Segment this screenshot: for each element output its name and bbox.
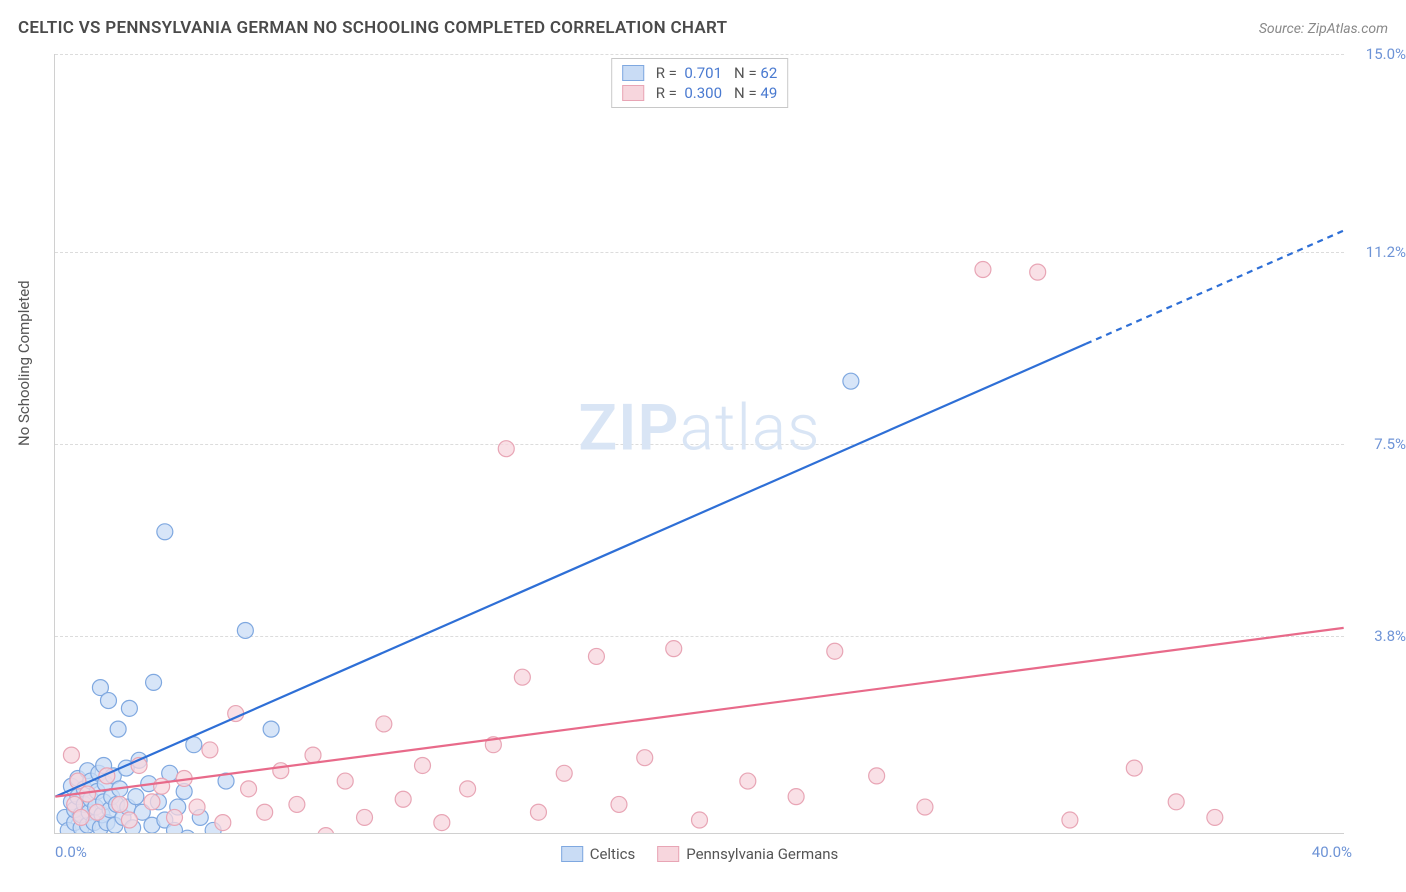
scatter-point	[257, 804, 273, 820]
legend-r-label: R = 0.300	[656, 84, 722, 102]
legend-stats-box: R = 0.701 N = 62 R = 0.300 N = 49	[611, 58, 789, 108]
legend-r-label: R = 0.701	[656, 64, 722, 82]
scatter-point	[289, 796, 305, 812]
legend-n-value: 49	[760, 84, 777, 102]
trend-line-dashed	[1086, 231, 1344, 344]
legend-label: Pennsylvania Germans	[686, 845, 838, 863]
scatter-point	[273, 763, 289, 779]
scatter-point	[530, 804, 546, 820]
scatter-point	[434, 815, 450, 831]
x-tick-label: 0.0%	[55, 843, 87, 861]
y-tick-label: 15.0%	[1366, 45, 1406, 63]
scatter-point	[189, 799, 205, 815]
scatter-point	[692, 812, 708, 828]
scatter-point	[975, 262, 991, 278]
scatter-point	[337, 773, 353, 789]
scatter-point	[611, 796, 627, 812]
plot-area: ZIPatlas R = 0.701N = 62R = 0.300N = 49 …	[54, 54, 1344, 834]
legend-item: Celtics	[561, 845, 636, 863]
y-tick-label: 7.5%	[1374, 435, 1406, 453]
chart-header: CELTIC VS PENNSYLVANIA GERMAN NO SCHOOLI…	[18, 18, 1388, 38]
scatter-point	[637, 750, 653, 766]
scatter-point	[263, 721, 279, 737]
scatter-point	[788, 789, 804, 805]
scatter-point	[1062, 812, 1078, 828]
legend-series: Celtics Pennsylvania Germans	[561, 845, 839, 863]
scatter-point	[357, 809, 373, 825]
y-axis-label: No Schooling Completed	[15, 280, 33, 446]
scatter-point	[666, 641, 682, 657]
scatter-point	[121, 700, 137, 716]
scatter-point	[305, 747, 321, 763]
scatter-point	[100, 693, 116, 709]
scatter-point	[112, 796, 128, 812]
legend-n-label: N = 49	[734, 84, 777, 102]
legend-swatch	[622, 85, 644, 101]
scatter-plot-svg	[55, 54, 1344, 833]
legend-swatch	[622, 65, 644, 81]
legend-label: Celtics	[590, 845, 636, 863]
y-tick-label: 3.8%	[1374, 627, 1406, 645]
legend-swatch	[657, 846, 679, 862]
scatter-point	[241, 781, 257, 797]
scatter-point	[144, 794, 160, 810]
legend-n-label: N = 62	[734, 64, 777, 82]
x-tick-label: 40.0%	[1312, 843, 1352, 861]
scatter-point	[63, 747, 79, 763]
scatter-point	[740, 773, 756, 789]
scatter-point	[1168, 794, 1184, 810]
scatter-point	[498, 441, 514, 457]
legend-r-value: 0.300	[684, 84, 722, 102]
scatter-point	[588, 648, 604, 664]
source-attribution: Source: ZipAtlas.com	[1259, 21, 1388, 37]
legend-stats-row: R = 0.300 N = 49	[622, 83, 778, 103]
scatter-point	[376, 716, 392, 732]
scatter-point	[73, 809, 89, 825]
scatter-point	[237, 622, 253, 638]
legend-swatch	[561, 846, 583, 862]
scatter-point	[128, 789, 144, 805]
scatter-point	[318, 828, 334, 833]
scatter-point	[110, 721, 126, 737]
scatter-point	[215, 815, 231, 831]
scatter-point	[146, 674, 162, 690]
source-name: ZipAtlas.com	[1308, 21, 1388, 37]
scatter-point	[1126, 760, 1142, 776]
legend-stats-row: R = 0.701 N = 62	[622, 63, 778, 83]
scatter-point	[1030, 264, 1046, 280]
legend-item: Pennsylvania Germans	[657, 845, 838, 863]
chart-title: CELTIC VS PENNSYLVANIA GERMAN NO SCHOOLI…	[18, 18, 727, 38]
scatter-point	[415, 757, 431, 773]
scatter-point	[121, 812, 137, 828]
scatter-point	[556, 765, 572, 781]
legend-r-value: 0.701	[684, 64, 722, 82]
legend-n-value: 62	[760, 64, 777, 82]
scatter-point	[869, 768, 885, 784]
scatter-point	[157, 524, 173, 540]
y-tick-label: 11.2%	[1366, 243, 1406, 261]
scatter-point	[89, 804, 105, 820]
scatter-point	[827, 643, 843, 659]
scatter-point	[843, 373, 859, 389]
scatter-point	[167, 809, 183, 825]
scatter-point	[460, 781, 476, 797]
scatter-point	[514, 669, 530, 685]
source-prefix: Source:	[1259, 21, 1308, 37]
scatter-point	[917, 799, 933, 815]
scatter-point	[154, 778, 170, 794]
scatter-point	[395, 791, 411, 807]
scatter-point	[202, 742, 218, 758]
scatter-point	[1207, 809, 1223, 825]
